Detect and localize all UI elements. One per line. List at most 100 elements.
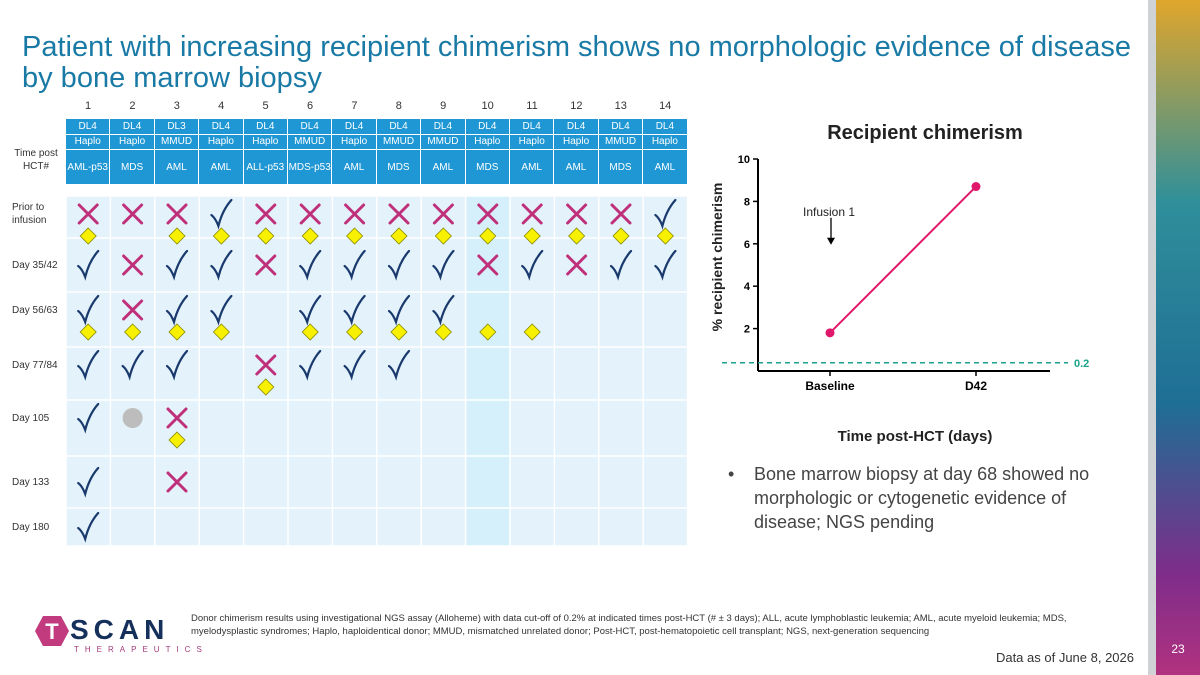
- dose-level-cell: DL4: [332, 119, 377, 134]
- patient-table: 1 DL4 Haplo AML-p53 2 DL4 Haplo MDS 3 DL3 MMUD AML 4…: [0, 0, 700, 560]
- patient-number: 4: [218, 100, 225, 112]
- x-tick-label: Baseline: [805, 379, 855, 393]
- diamond-icon: [434, 227, 452, 245]
- y-tick-label: 8: [744, 196, 750, 208]
- check-mark-icon: [77, 466, 100, 498]
- logo-word: SCAN: [70, 614, 170, 645]
- patient-number: 8: [395, 100, 402, 112]
- cross-mark-icon: [477, 254, 499, 276]
- cross-mark-icon: [299, 203, 321, 225]
- diamond-icon: [479, 323, 497, 341]
- disease-cell: MDS-p53: [288, 150, 333, 184]
- annotation-arrow-icon: [827, 237, 835, 245]
- diamond-icon: [523, 227, 541, 245]
- disease-cell: AML-p53: [66, 150, 111, 184]
- donor-cell: MMUD: [288, 135, 333, 149]
- diamond-icon: [212, 227, 230, 245]
- patient-number: 5: [262, 100, 269, 112]
- highlight-column: [465, 196, 510, 546]
- diamond-icon: [257, 227, 275, 245]
- disease-cell: MDS: [598, 150, 644, 184]
- right-border-gray: [1148, 0, 1156, 675]
- dose-level-cell: DL4: [376, 119, 422, 134]
- y-tick-label: 10: [738, 154, 750, 166]
- donor-cell: MMUD: [154, 135, 200, 149]
- row-label: Day 56/63: [12, 305, 58, 316]
- donor-cell: MMUD: [598, 135, 644, 149]
- series-line: [829, 185, 977, 334]
- cross-mark-icon: [166, 407, 188, 429]
- row-label: Day 105: [12, 413, 50, 424]
- dose-level-cell: DL4: [288, 119, 333, 134]
- check-mark-icon: [77, 402, 100, 434]
- cross-mark-icon: [344, 203, 366, 225]
- table-grid-lines: [65, 195, 689, 547]
- donor-cell: Haplo: [510, 135, 555, 149]
- diamond-icon: [168, 431, 186, 449]
- donor-cell: MMUD: [376, 135, 422, 149]
- y-tick-label: 2: [744, 324, 750, 336]
- cross-mark-icon: [255, 354, 277, 376]
- patient-number: 7: [351, 100, 358, 112]
- cross-mark-icon: [166, 203, 188, 225]
- diamond-icon: [523, 323, 541, 341]
- check-mark-icon: [77, 511, 100, 543]
- data-point: [825, 328, 835, 338]
- diamond-icon: [479, 227, 497, 245]
- row-label: Day 77/84: [12, 360, 58, 371]
- x-axis-label: Time post-HCT (days): [837, 428, 993, 445]
- tscan-logo: T SCAN THERAPEUTICS: [34, 614, 202, 656]
- diamond-icon: [434, 323, 452, 341]
- logo-subtitle: THERAPEUTICS: [74, 645, 208, 654]
- dose-level-cell: DL4: [465, 119, 510, 134]
- diamond-icon: [301, 227, 319, 245]
- check-mark-icon: [210, 249, 233, 281]
- chart-title: Recipient chimerism: [827, 122, 1023, 144]
- donor-cell: Haplo: [243, 135, 288, 149]
- diamond-icon: [79, 323, 97, 341]
- dose-level-cell: DL3: [154, 119, 200, 134]
- check-mark-icon: [165, 294, 189, 326]
- check-mark-icon: [210, 294, 233, 326]
- disease-cell: MDS: [110, 150, 155, 184]
- check-mark-icon: [343, 349, 366, 381]
- donor-cell: Haplo: [110, 135, 155, 149]
- right-border-gradient: [1156, 0, 1200, 675]
- patient-number: 9: [440, 100, 447, 112]
- dose-level-cell: DL4: [66, 119, 111, 134]
- diamond-icon: [656, 227, 674, 245]
- check-mark-icon: [77, 249, 100, 281]
- bullet-marker: •: [728, 464, 735, 484]
- slide-title: Patient with increasing recipient chimer…: [22, 31, 1131, 94]
- cross-mark-icon: [166, 471, 188, 493]
- check-mark-icon: [387, 294, 411, 326]
- check-mark-icon: [165, 349, 189, 381]
- check-mark-icon: [210, 198, 233, 230]
- logo-hexagon-icon: T: [35, 616, 69, 646]
- diamond-icon: [301, 323, 319, 341]
- donor-cell: MMUD: [421, 135, 466, 149]
- donor-cell: Haplo: [199, 135, 244, 149]
- diamond-icon: [79, 227, 97, 245]
- patient-number: 10: [481, 100, 494, 112]
- annotation-label: Infusion 1: [803, 205, 855, 219]
- donor-cell: Haplo: [465, 135, 510, 149]
- check-mark-icon: [343, 294, 366, 326]
- check-mark-icon: [432, 249, 455, 281]
- data-as-of: Data as of June 8, 2026: [995, 650, 1134, 665]
- dose-level-cell: DL4: [199, 119, 244, 134]
- dose-level-cell: DL4: [554, 119, 599, 134]
- check-mark-icon: [299, 349, 322, 381]
- check-mark-icon: [77, 294, 100, 326]
- row-label: Day 35/42: [12, 260, 58, 271]
- dose-level-cell: DL4: [110, 119, 155, 134]
- cross-mark-icon: [388, 203, 410, 225]
- row-label: Prior to infusion: [12, 202, 47, 226]
- patient-number: 3: [173, 100, 180, 112]
- disease-cell: AML: [510, 150, 555, 184]
- cross-mark-icon: [566, 203, 588, 225]
- check-mark-icon: [343, 249, 366, 281]
- row-label: Day 180: [12, 522, 50, 533]
- donor-cell: Haplo: [554, 135, 599, 149]
- patient-number: 13: [614, 100, 627, 112]
